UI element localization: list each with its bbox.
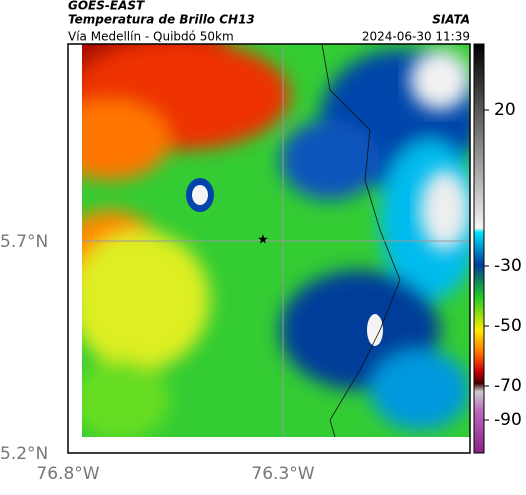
colorbar-tick-label: -70	[494, 376, 522, 396]
colorbar	[473, 43, 485, 454]
colorbar-tick-label: -30	[494, 256, 522, 276]
lat-label: 5.7°N	[0, 232, 48, 252]
org: SIATA	[432, 13, 470, 27]
map-frame	[67, 43, 471, 454]
timestamp: 2024-06-30 11:39	[362, 30, 470, 44]
source: GOES-EAST	[68, 0, 145, 13]
lon-label: 76.3°W	[251, 464, 314, 484]
lon-label: 76.8°W	[36, 464, 99, 484]
colorbar-tick-label: -50	[494, 316, 522, 336]
title: Temperatura de Brillo CH13	[68, 13, 255, 27]
colorbar-tick-label: 20	[494, 100, 516, 120]
subtitle: Vía Medellín - Quibdó 50km	[68, 30, 234, 44]
svg-text:★: ★	[257, 233, 269, 248]
satellite-image: ★	[82, 44, 470, 437]
colorbar-tick-label: -90	[494, 410, 522, 430]
lat-label: 5.2°N	[0, 444, 48, 464]
